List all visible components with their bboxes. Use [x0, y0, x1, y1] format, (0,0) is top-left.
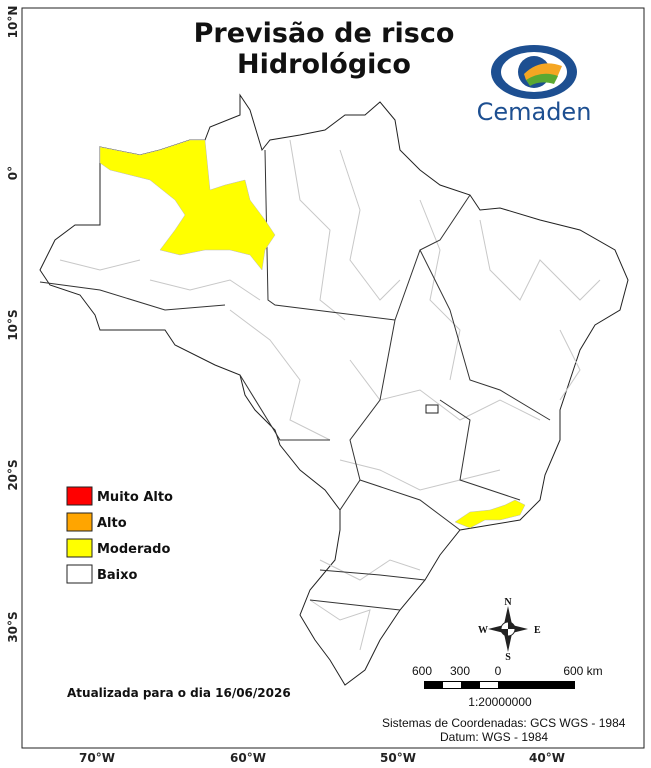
- state-lines: [39, 149, 551, 611]
- region-border: [59, 259, 141, 271]
- logo: Cemaden: [477, 45, 592, 126]
- legend-label: Alto: [97, 516, 127, 531]
- latitude-label: 30°S: [6, 611, 20, 642]
- legend-swatch: [66, 512, 93, 532]
- scale-segment: [424, 681, 575, 689]
- scale-bar: 1:20000000 600 300 0 600 km: [412, 664, 603, 709]
- region-borders: [59, 139, 601, 651]
- scale-segment: [443, 682, 461, 688]
- longitude-labels: 70°W 60°W 50°W 40°W: [79, 751, 565, 765]
- risk-region: [454, 499, 526, 529]
- coordinate-system: Sistemas de Coordenadas: GCS WGS - 1984: [382, 716, 626, 730]
- compass-label: S: [505, 652, 511, 663]
- state-line: [359, 479, 461, 531]
- legend-swatch: [66, 564, 93, 584]
- compass-label: N: [504, 597, 512, 608]
- state-line: [309, 599, 401, 611]
- federal-district: [425, 404, 439, 414]
- latitude-label: 0°: [6, 166, 20, 180]
- compass-label: W: [478, 625, 488, 636]
- latitude-label: 10°N: [6, 6, 20, 39]
- longitude-label: 50°W: [380, 751, 416, 765]
- state-line: [239, 374, 330, 441]
- state-line: [339, 319, 396, 511]
- longitude-label: 60°W: [230, 751, 266, 765]
- region-border: [309, 599, 371, 651]
- legend-swatch: [66, 538, 93, 558]
- legend-swatch: [66, 486, 93, 506]
- title-line: Previsão de risco: [194, 18, 455, 49]
- region-border: [149, 279, 261, 301]
- region-border: [559, 329, 581, 401]
- region-border: [419, 199, 461, 381]
- region-border: [319, 559, 421, 581]
- compass-center: [501, 622, 515, 636]
- scale-ratio: 1:20000000: [468, 695, 532, 709]
- compass-label: E: [534, 625, 541, 636]
- state-line: [319, 569, 426, 581]
- region-border: [339, 149, 401, 301]
- latitude-label: 20°S: [6, 459, 20, 490]
- scale-label: 300: [450, 664, 470, 678]
- region-border: [229, 309, 331, 441]
- state-line: [439, 399, 521, 501]
- datum: Datum: WGS - 1984: [440, 730, 548, 744]
- region-border: [339, 459, 501, 491]
- region-border: [349, 359, 541, 421]
- scale-label: 600 km: [563, 664, 602, 678]
- legend-label: Moderado: [97, 542, 170, 557]
- region-border: [479, 219, 601, 301]
- scale-segment: [480, 682, 498, 688]
- state-line: [394, 194, 471, 321]
- state-line: [419, 249, 551, 421]
- legend-label: Muito Alto: [97, 490, 173, 505]
- latitude-label: 10°S: [6, 309, 20, 340]
- legend-label: Baixo: [97, 568, 138, 583]
- legend: Muito Alto Alto Moderado Baixo: [66, 486, 173, 584]
- logo-stripe: [526, 73, 558, 86]
- title-line: Hidrológico: [237, 49, 411, 80]
- logo-text: Cemaden: [477, 98, 592, 126]
- region-border: [289, 139, 346, 321]
- longitude-label: 70°W: [79, 751, 115, 765]
- compass: N S E W: [478, 597, 541, 663]
- longitude-label: 40°W: [529, 751, 565, 765]
- latitude-labels: 10°N 0° 10°S 20°S 30°S: [6, 6, 20, 643]
- update-date: Atualizada para o dia 16/06/2026: [67, 686, 291, 700]
- risk-region: [99, 139, 276, 271]
- scale-label: 0: [495, 664, 502, 678]
- scale-label: 600: [412, 664, 432, 678]
- state-line: [39, 281, 226, 311]
